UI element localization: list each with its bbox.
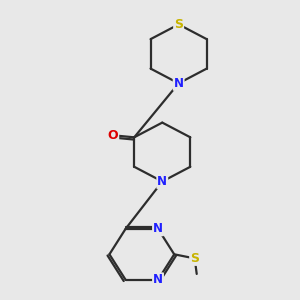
Text: N: N — [153, 273, 163, 286]
Text: S: S — [174, 18, 183, 31]
Text: S: S — [190, 252, 199, 265]
Text: N: N — [157, 175, 167, 188]
Text: N: N — [174, 77, 184, 90]
Text: O: O — [108, 129, 118, 142]
Text: N: N — [153, 222, 163, 235]
